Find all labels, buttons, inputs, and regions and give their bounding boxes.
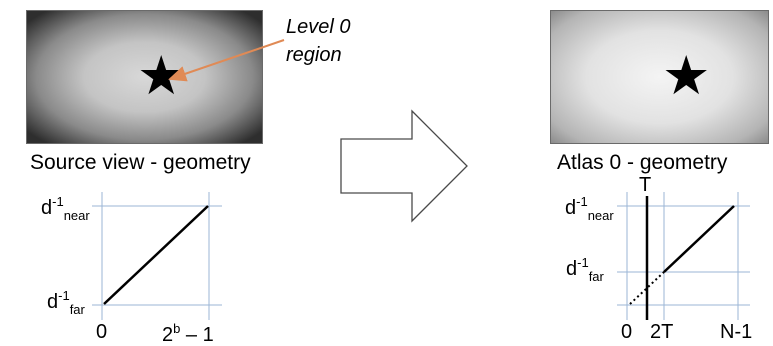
atlas-y-near-label: d-1near (565, 194, 614, 223)
atlas-caption: Atlas 0 - geometry (557, 151, 728, 174)
source-caption: Source view - geometry (30, 151, 251, 174)
callout-arrow (168, 39, 285, 82)
source-depth-line (103, 205, 209, 305)
callout-line1: Level 0 (286, 16, 351, 38)
atlas-x-max-label: N-1 (720, 321, 753, 343)
source-plot-grid (92, 192, 222, 320)
star-icon: ★ (662, 46, 711, 106)
source-x-max-label: 2b – 1 (162, 321, 214, 346)
source-y-far-label: d-1far (47, 288, 85, 317)
source-y-near-label: d-1near (41, 194, 90, 223)
atlas-x-2t-label: 2T (650, 321, 674, 343)
callout-line2: region (286, 44, 342, 66)
atlas-plot-grid (617, 192, 750, 320)
source-view-image: ★ (26, 10, 263, 144)
atlas-y-far-label: d-1far (566, 255, 604, 284)
atlas-x-zero-label: 0 (621, 321, 633, 343)
right-arrow-icon (340, 109, 468, 223)
source-x-zero-label: 0 (96, 321, 108, 343)
atlas-t-label: T (639, 174, 652, 196)
atlas-image: ★ (550, 10, 769, 144)
atlas-depth-line (663, 205, 735, 273)
